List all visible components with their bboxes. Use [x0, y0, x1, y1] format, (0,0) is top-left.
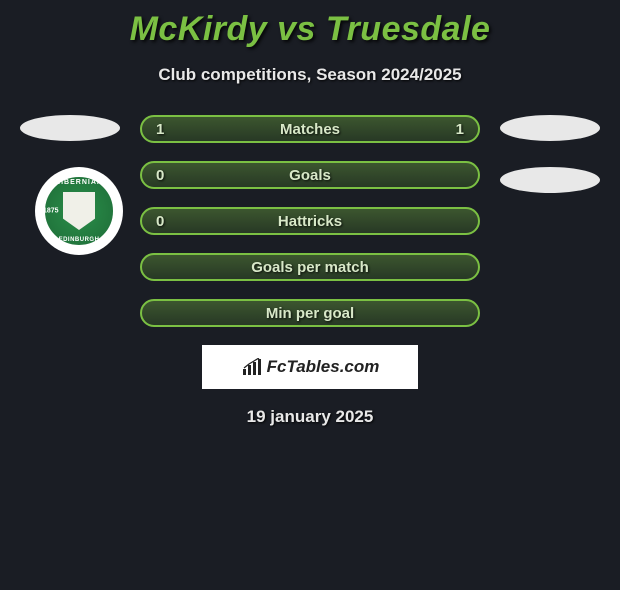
stat-bar-goals-per-match: Goals per match: [140, 253, 480, 281]
badge-bottom-text: EDINBURGH: [45, 237, 113, 243]
brand-label: FcTables.com: [267, 357, 380, 377]
badge-top-text: HIBERNIAN: [45, 179, 113, 186]
stat-label: Goals: [289, 167, 331, 184]
subtitle: Club competitions, Season 2024/2025: [10, 65, 610, 85]
date-label: 19 january 2025: [10, 407, 610, 427]
badge-year: 1875: [43, 208, 59, 215]
player-left-placeholder-1: [20, 115, 120, 141]
club-badge-left: HIBERNIAN 1875 EDINBURGH: [35, 167, 123, 255]
page-title: McKirdy vs Truesdale: [10, 10, 610, 49]
stat-right-value: 1: [456, 121, 464, 138]
stat-bar-goals: 0 Goals: [140, 161, 480, 189]
stat-bar-hattricks: 0 Hattricks: [140, 207, 480, 235]
stat-left-value: 1: [156, 121, 164, 138]
stat-label: Matches: [280, 121, 340, 138]
stat-bars: 1 Matches 1 0 Goals 0 Hattricks Goals pe…: [140, 115, 480, 327]
brand-box[interactable]: FcTables.com: [202, 345, 418, 389]
stat-bar-matches: 1 Matches 1: [140, 115, 480, 143]
stats-area: HIBERNIAN 1875 EDINBURGH 1 Matches 1 0 G…: [10, 115, 610, 427]
stat-left-value: 0: [156, 213, 164, 230]
player-right-placeholder-1: [500, 115, 600, 141]
stat-label: Goals per match: [251, 259, 369, 276]
player-right-placeholder-2: [500, 167, 600, 193]
comparison-card: McKirdy vs Truesdale Club competitions, …: [0, 10, 620, 427]
stat-label: Min per goal: [266, 305, 354, 322]
bar-chart-icon: [241, 358, 263, 376]
club-badge-inner: HIBERNIAN 1875 EDINBURGH: [42, 174, 116, 248]
stat-label: Hattricks: [278, 213, 342, 230]
stat-left-value: 0: [156, 167, 164, 184]
stat-bar-min-per-goal: Min per goal: [140, 299, 480, 327]
badge-shield-icon: [63, 192, 95, 230]
